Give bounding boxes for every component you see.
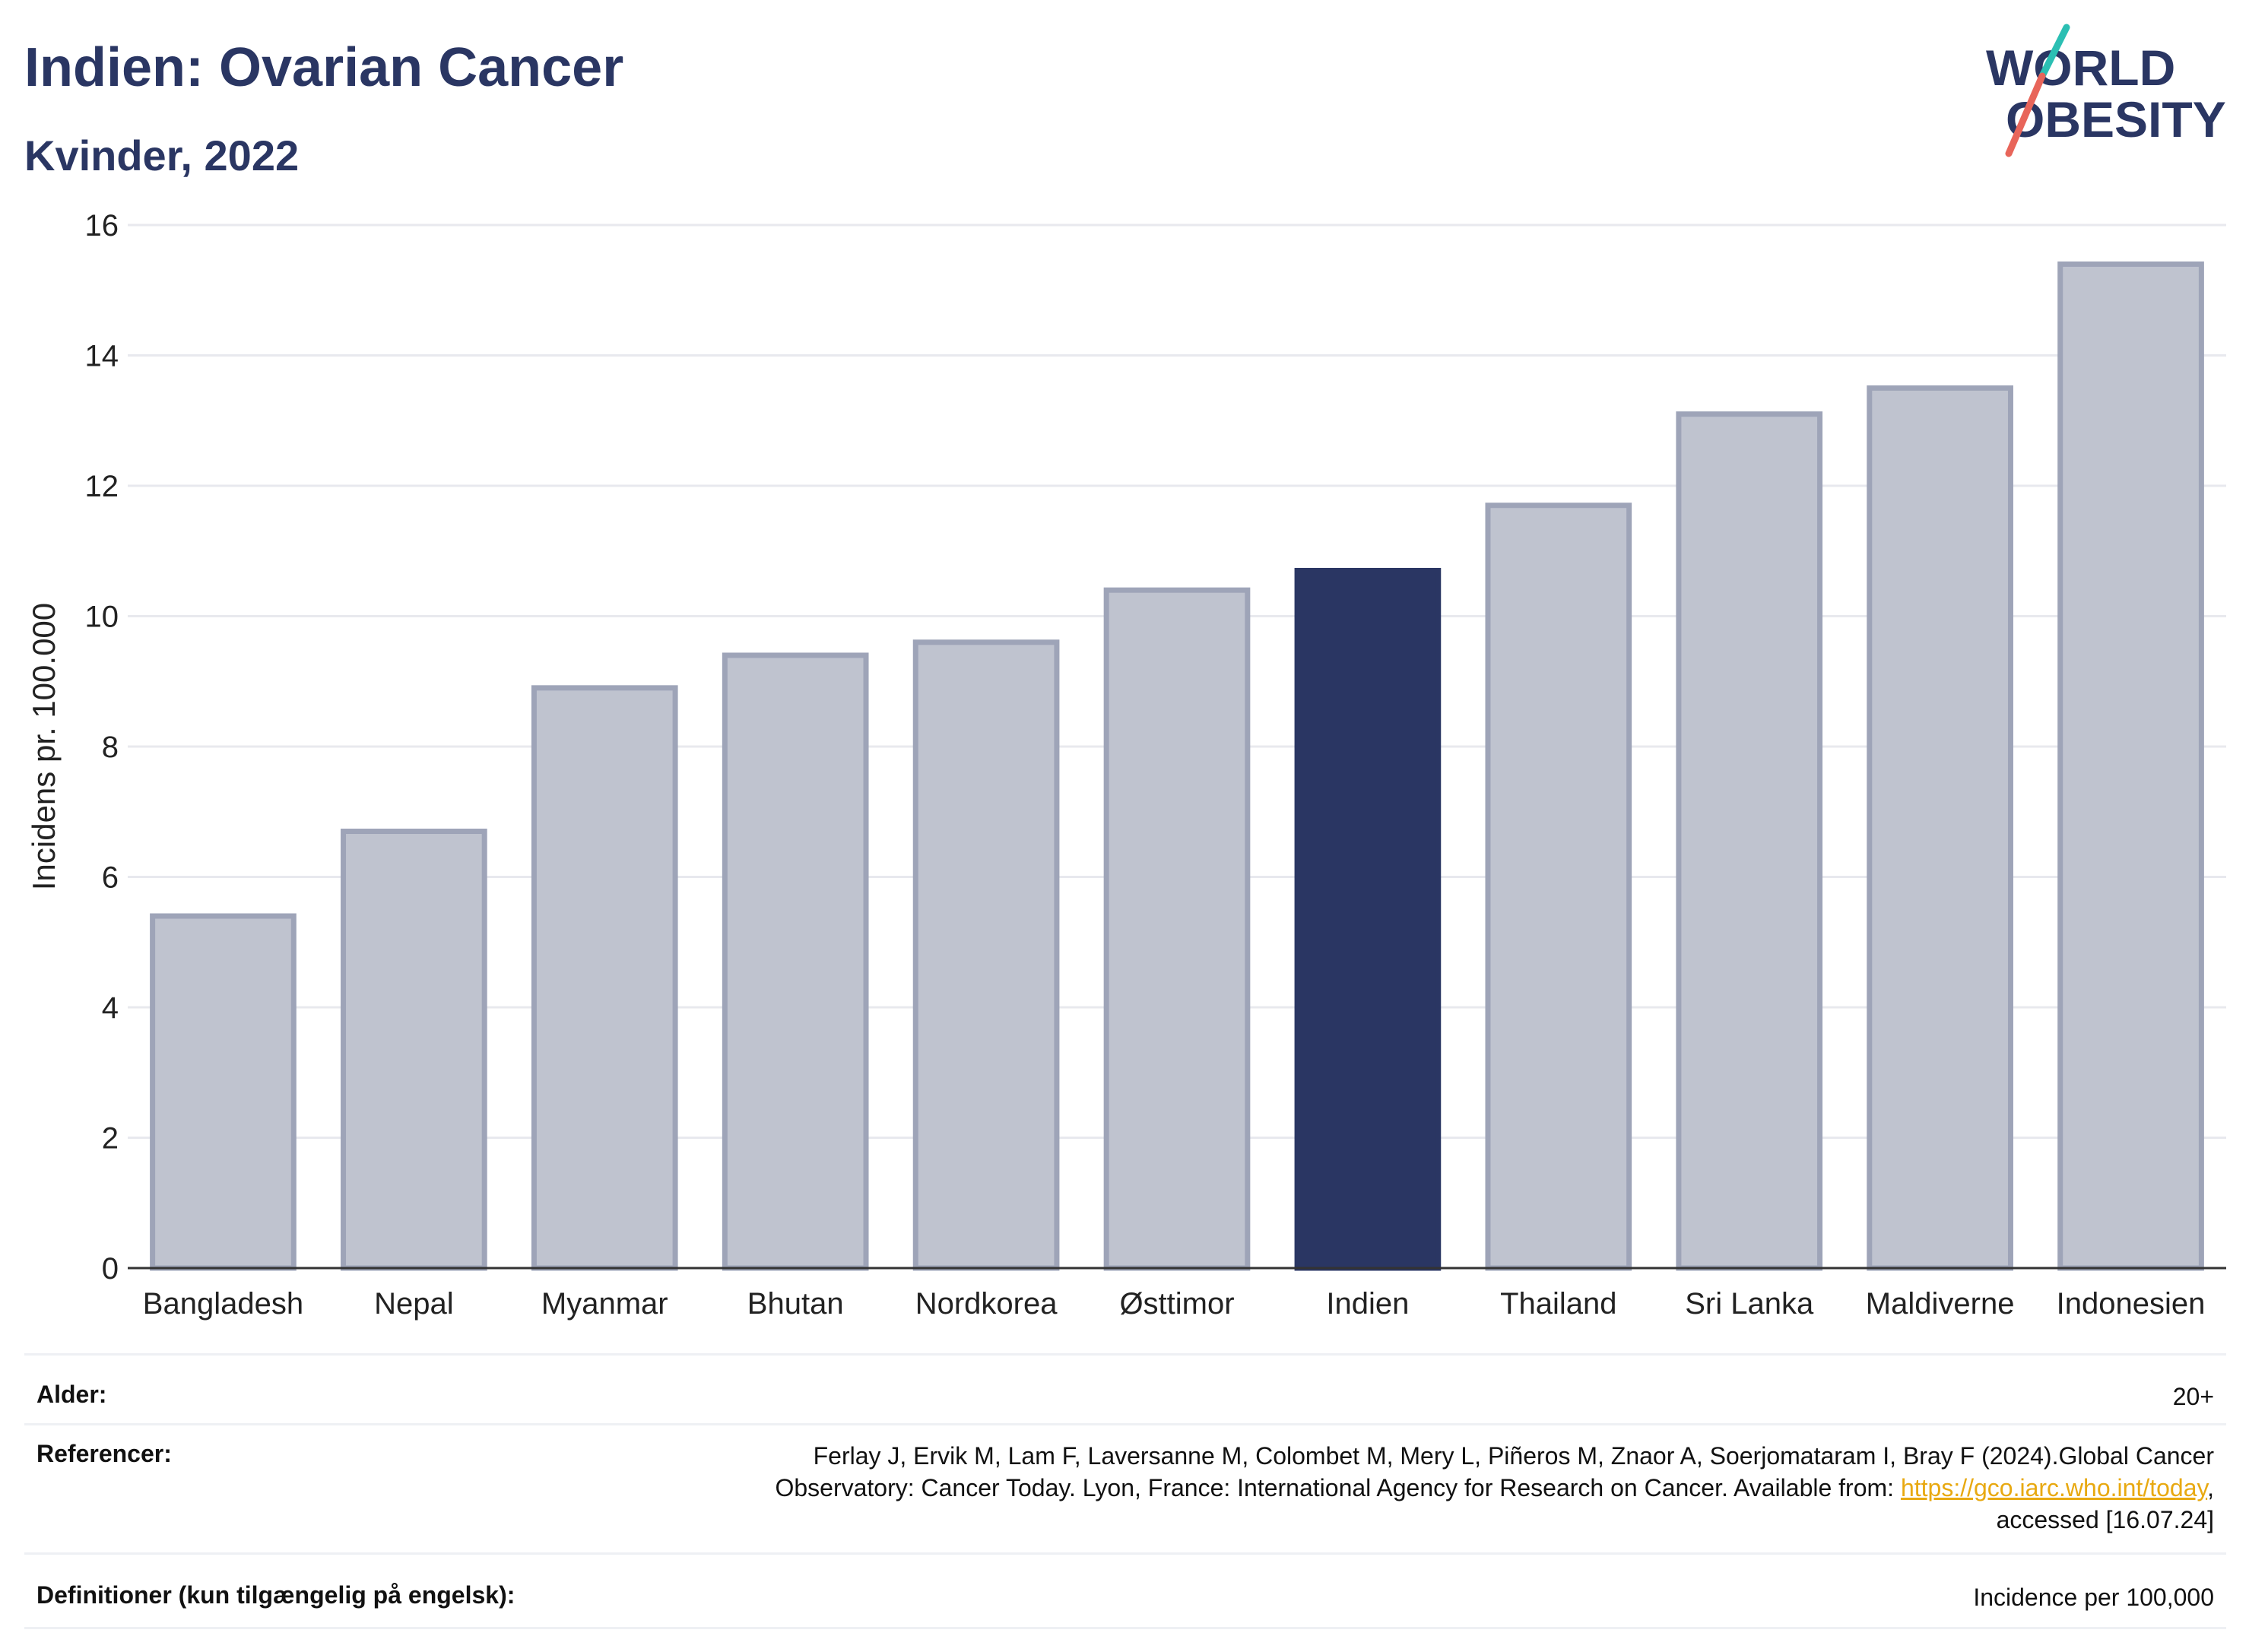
world-obesity-logo: WORLD OBESITY [1986,24,2226,157]
x-tick-label: Sri Lanka [1685,1287,1814,1321]
y-tick-label: 2 [102,1122,119,1156]
bar-sri-lanka [1676,411,1823,1271]
x-tick-label: Maldiverne [1866,1287,2015,1321]
logo-line1: WORLD [1986,40,2175,96]
x-tick-label: Bhutan [747,1287,844,1321]
y-axis-label: Incidens pr. 100.000 [26,603,62,890]
y-tick-label: 6 [102,861,119,895]
logo-slash-teal [2038,24,2070,80]
bars [150,261,2204,1271]
x-tick-label: Myanmar [541,1287,668,1321]
bar-bhutan [722,652,869,1271]
definitions-label: Definitioner (kun tilgængelig på engelsk… [36,1581,515,1609]
x-tick-label: Nordkorea [915,1287,1058,1321]
y-tick-label: 16 [85,209,119,243]
divider [24,1627,2226,1629]
divider [24,1423,2226,1425]
bar-nepal [341,828,487,1271]
bar-østtimor [1103,587,1251,1271]
page-title: Indien: Ovarian Cancer [24,37,624,98]
y-tick-label: 14 [85,340,119,373]
y-tick-labels: 0 2 4 6 8 10 12 14 16 [85,209,119,1286]
references-line2: Observatory: Cancer Today. Lyon, France:… [775,1474,2214,1501]
bar-indonesien [2057,261,2204,1271]
divider [24,1552,2226,1555]
x-tick-label: Indien [1326,1287,1409,1321]
references-line3: accessed [16.07.24] [1996,1506,2214,1533]
y-tick-label: 4 [102,991,119,1025]
definitions-value: Incidence per 100,000 [1973,1584,2214,1611]
age-value: 20+ [2172,1383,2214,1410]
page-subtitle: Kvinder, 2022 [24,132,300,179]
references-text: Ferlay J, Ervik M, Lam F, Laversanne M, … [775,1440,2214,1536]
y-tick-label: 12 [85,470,119,503]
y-tick-label: 0 [102,1252,119,1286]
bar-bangladesh [150,913,297,1271]
logo-slash-red [2005,72,2046,157]
bar-chart: 0 2 4 6 8 10 12 14 16 Bangladesh Nepal Myanmar Bhut… [26,209,2226,1321]
references-label: Referencer: [36,1440,172,1467]
y-tick-label: 10 [85,601,119,634]
x-tick-label: Bangladesh [143,1287,303,1321]
y-tick-label: 8 [102,731,119,764]
logo-line2: OBESITY [2006,91,2226,147]
x-tick-label: Thailand [1500,1287,1616,1321]
divider [24,1353,2226,1356]
x-tick-label: Østtimor [1119,1287,1234,1321]
bar-myanmar [531,685,678,1271]
references-line1: Ferlay J, Ervik M, Lam F, Laversanne M, … [813,1442,2214,1470]
bar-thailand [1485,503,1632,1271]
x-tick-label: Nepal [374,1287,454,1321]
x-tick-labels: Bangladesh Nepal Myanmar Bhutan Nordkorea Øst… [143,1287,2206,1321]
bar-maldiverne [1867,385,2013,1271]
x-tick-label: Indonesien [2057,1287,2206,1321]
references-link[interactable]: https://gco.iarc.who.int/today [1900,1474,2208,1501]
bar-nordkorea [912,639,1060,1271]
bar-indien [1294,567,1442,1271]
age-label: Alder: [36,1381,107,1408]
